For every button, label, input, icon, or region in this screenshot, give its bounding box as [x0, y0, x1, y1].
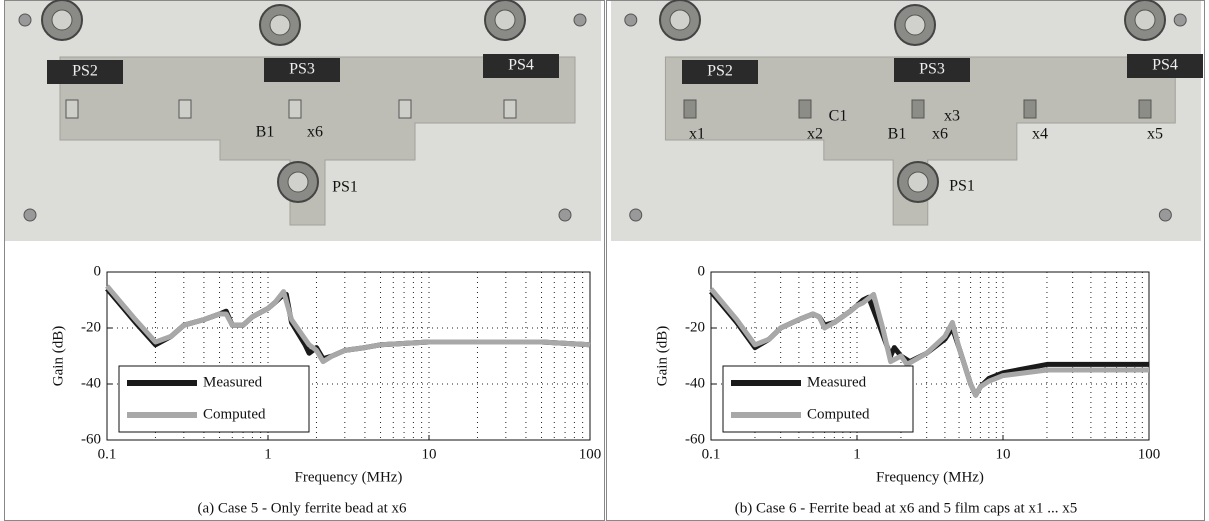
component	[503, 99, 517, 119]
x-tick-label: 0.1	[98, 446, 117, 462]
y-tick-label: -60	[81, 431, 101, 447]
component	[288, 99, 302, 119]
y-tick-label: -40	[81, 375, 101, 391]
y-axis-label: Gain (dB)	[654, 326, 670, 386]
component	[65, 99, 79, 119]
label-block	[682, 60, 758, 84]
screw	[629, 208, 643, 222]
photo-label: x6	[932, 126, 948, 143]
photo-label: PS2	[72, 63, 98, 80]
label-block	[47, 60, 123, 84]
connector-core	[269, 14, 291, 36]
component	[1023, 99, 1037, 119]
y-tick-label: -20	[685, 319, 705, 335]
component	[1138, 99, 1152, 119]
x-tick-label: 10	[996, 446, 1011, 462]
photo-label: x6	[307, 124, 323, 141]
legend-label: Measured	[203, 374, 263, 390]
x-axis-label: Frequency (MHz)	[295, 469, 403, 485]
x-tick-label: 100	[579, 446, 602, 462]
legend-label: Computed	[203, 406, 266, 422]
screw	[573, 13, 587, 27]
photo-label: B1	[256, 124, 275, 141]
axes-frame	[106, 271, 591, 441]
photo-label: B1	[888, 126, 907, 143]
screw	[1158, 208, 1172, 222]
data-line	[105, 284, 591, 365]
label-block	[894, 58, 970, 82]
screw	[18, 13, 32, 27]
photo-label: PS4	[508, 57, 534, 74]
connector-core	[669, 9, 691, 31]
circuit-board	[59, 56, 576, 226]
connector-core	[51, 9, 73, 31]
component	[683, 99, 697, 119]
legend-box	[722, 365, 914, 433]
photo-label: PS4	[1152, 57, 1178, 74]
data-line	[709, 287, 1149, 398]
y-tick-label: 0	[698, 263, 706, 279]
x-tick-label: 1	[264, 446, 272, 462]
photo-label: x5	[1147, 126, 1163, 143]
y-tick-label: -20	[81, 319, 101, 335]
connector-core	[1134, 9, 1156, 31]
caption: (b) Case 6 - Ferrite bead at x6 and 5 fi…	[735, 500, 1077, 516]
photo-label: C1	[829, 108, 848, 125]
photo-label: x2	[807, 126, 823, 143]
connector-core	[494, 9, 516, 31]
label-block	[483, 54, 559, 78]
component	[398, 99, 412, 119]
photo-label: PS1	[332, 179, 358, 196]
connector-core	[904, 14, 926, 36]
label-block	[264, 58, 340, 82]
component	[798, 99, 812, 119]
legend-label: Measured	[807, 374, 867, 390]
x-tick-label: 0.1	[702, 446, 721, 462]
y-tick-label: -60	[685, 431, 705, 447]
photo-label: PS3	[289, 61, 315, 78]
photo-label: PS1	[949, 178, 975, 195]
axes-frame	[710, 271, 1150, 441]
photo-label: PS3	[919, 61, 945, 78]
component	[911, 99, 925, 119]
connector-core	[907, 171, 929, 193]
y-tick-label: 0	[94, 263, 102, 279]
component	[178, 99, 192, 119]
x-tick-label: 100	[1138, 446, 1161, 462]
photo-label: PS2	[707, 63, 733, 80]
photo-label: x4	[1032, 126, 1048, 143]
photo-label: x3	[944, 108, 960, 125]
x-tick-label: 1	[853, 446, 861, 462]
legend-box	[118, 365, 310, 433]
x-axis-label: Frequency (MHz)	[876, 469, 984, 485]
y-tick-label: -40	[685, 375, 705, 391]
screw	[1173, 13, 1187, 27]
y-axis-label: Gain (dB)	[50, 326, 66, 386]
legend-label: Computed	[807, 406, 870, 422]
circuit-board	[664, 56, 1176, 226]
screw	[558, 208, 572, 222]
connector-core	[287, 171, 309, 193]
caption: (a) Case 5 - Only ferrite bead at x6	[197, 500, 407, 516]
photo-label: x1	[689, 126, 705, 143]
screw	[624, 13, 638, 27]
x-tick-label: 10	[422, 446, 437, 462]
screw	[23, 208, 37, 222]
label-block	[1127, 54, 1203, 78]
